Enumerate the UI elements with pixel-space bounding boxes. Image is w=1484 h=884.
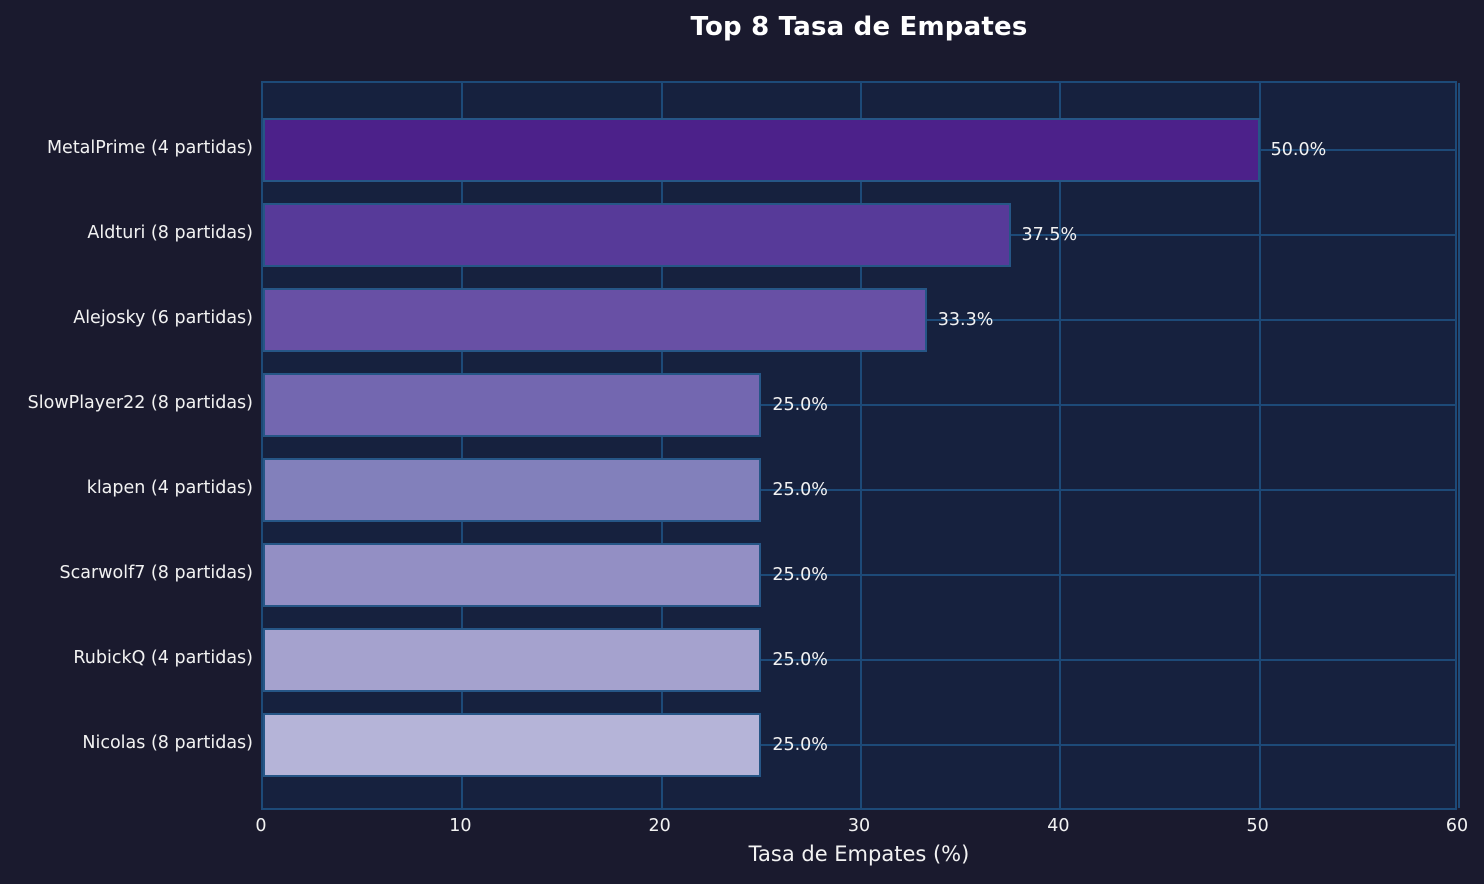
y-tick-label: Alejosky (6 partidas) (73, 308, 253, 328)
gridline-horizontal (263, 659, 1455, 661)
bar-Scarwolf7 (8 partidas) (263, 543, 762, 607)
x-tick-label: 30 (847, 816, 871, 836)
bar-SlowPlayer22 (8 partidas) (263, 373, 762, 437)
y-tick-label: Aldturi (8 partidas) (87, 223, 253, 243)
x-tick-label: 40 (1047, 816, 1070, 836)
bar-Aldturi (8 partidas) (263, 203, 1011, 267)
x-tick-label: 50 (1246, 816, 1269, 836)
gridline-vertical (1458, 83, 1460, 808)
bar-klapen (4 partidas) (263, 458, 762, 522)
bar-value-label: 33.3% (937, 310, 994, 330)
bar-Nicolas (8 partidas) (263, 713, 762, 777)
bar-RubickQ (4 partidas) (263, 628, 762, 692)
bar-value-label: 25.0% (772, 735, 828, 755)
x-tick-label: 60 (1445, 816, 1469, 836)
chart-title: Top 8 Tasa de Empates (690, 12, 1028, 42)
gridline-vertical (1059, 83, 1062, 808)
gridline-vertical (860, 83, 862, 808)
y-tick-label: MetalPrime (4 partidas) (46, 138, 253, 158)
gridline-horizontal (263, 744, 1455, 746)
gridline-horizontal (263, 489, 1455, 491)
bar-value-label: 25.0% (772, 650, 828, 670)
bar-Alejosky (6 partidas) (263, 288, 927, 352)
gridline-horizontal (263, 404, 1455, 406)
y-tick-label: SlowPlayer22 (8 partidas) (27, 393, 253, 413)
y-axis: MetalPrime (4 partidas) Aldturi (8 partid… (0, 81, 253, 810)
y-tick-label: Nicolas (8 partidas) (82, 733, 253, 753)
bar-MetalPrime (4 partidas) (263, 118, 1260, 182)
bar-value-label: 25.0% (772, 480, 828, 500)
y-tick-label: Scarwolf7 (8 partidas) (59, 563, 253, 583)
x-axis: 0 10 20 30 40 50 60 (255, 816, 1468, 842)
bar-value-label: 25.0% (772, 395, 828, 415)
plot-area: 50.0% 37.5% 33.3% 25.0% 25.0% 25.0% 25.0% 25.0% (261, 81, 1460, 810)
y-tick-label: klapen (4 partidas) (86, 478, 253, 498)
gridline-vertical (461, 83, 464, 808)
x-tick-label: 10 (449, 816, 472, 836)
x-tick-label: 0 (255, 816, 267, 836)
x-axis-title: Tasa de Empates (%) (748, 842, 970, 866)
bar-value-label: 25.0% (772, 565, 828, 585)
y-tick-label: RubickQ (4 partidas) (73, 648, 253, 668)
x-tick-label: 20 (648, 816, 671, 836)
gridline-vertical (1258, 83, 1261, 808)
gridline-vertical (660, 83, 663, 808)
gridline-horizontal (263, 574, 1455, 576)
bar-value-label: 37.5% (1021, 225, 1078, 245)
bar-value-label: 50.0% (1270, 140, 1327, 160)
